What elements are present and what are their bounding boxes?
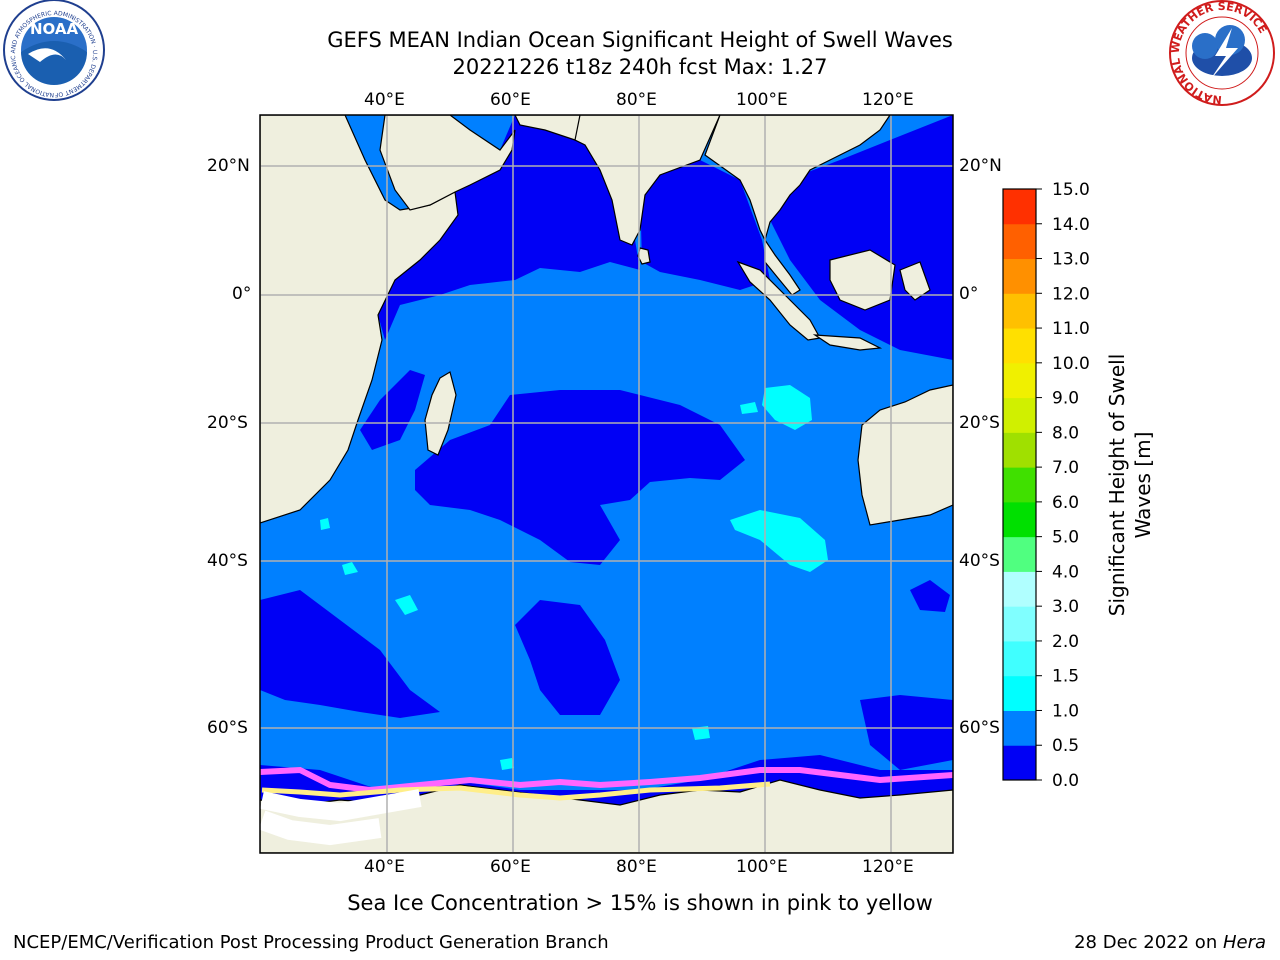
lat-tick-right-20n: 20°N bbox=[959, 156, 1002, 176]
graticule bbox=[260, 115, 953, 853]
colorbar bbox=[1003, 189, 1036, 781]
sea-ice-band bbox=[260, 766, 953, 846]
colorbar-frame bbox=[1002, 188, 1037, 781]
nws-logo: NATIONAL WEATHER SERVICE bbox=[1169, 0, 1275, 106]
map-frame bbox=[259, 114, 954, 854]
colorbar-tick-label: 10.0 bbox=[1052, 354, 1090, 374]
colorbar-label-line2: Waves [m] bbox=[1131, 432, 1155, 539]
colorbar-box-4 bbox=[1003, 606, 1036, 642]
land-masses bbox=[260, 115, 953, 853]
lon-tick-top-100e: 100°E bbox=[736, 90, 788, 110]
colorbar-tick-label: 1.5 bbox=[1052, 667, 1079, 687]
footer-branch: NCEP/EMC/Verification Post Processing Pr… bbox=[13, 932, 609, 953]
colorbar-box-15 bbox=[1003, 223, 1036, 260]
lon-tick-bottom-40e: 40°E bbox=[364, 857, 405, 877]
colorbar-tick-label: 4.0 bbox=[1052, 562, 1079, 582]
lon-tick-top-60e: 60°E bbox=[490, 90, 531, 110]
colorbar-tick-label: 3.0 bbox=[1052, 597, 1079, 617]
colorbar-box-3 bbox=[1003, 640, 1036, 677]
sea-ice-note: Sea Ice Concentration > 15% is shown in … bbox=[347, 891, 933, 915]
colorbar-tick-label: 1.0 bbox=[1052, 701, 1079, 721]
noaa-logo-text: NOAA bbox=[30, 20, 79, 38]
lat-tick-right-60s: 60°S bbox=[959, 718, 1000, 738]
lat-tick-left-0: 0° bbox=[232, 284, 252, 304]
lat-tick-right-20s: 20°S bbox=[959, 413, 1000, 433]
lon-tick-bottom-80e: 80°E bbox=[616, 857, 657, 877]
colorbar-tick-label: 5.0 bbox=[1052, 528, 1079, 548]
lat-tick-left-60s: 60°S bbox=[207, 718, 248, 738]
colorbar-box-11 bbox=[1003, 362, 1036, 399]
lat-tick-left-40s: 40°S bbox=[207, 551, 248, 571]
map-title: GEFS MEAN Indian Ocean Significant Heigh… bbox=[327, 28, 953, 52]
colorbar-box-10 bbox=[1003, 397, 1036, 433]
colorbar-ticks: 0.0 0.5 1.0 1.5 2.0 3.0 4.0 5.0 6.0 7.0 8.0 9.0 10.0… bbox=[1036, 180, 1090, 791]
colorbar-tick-label: 6.0 bbox=[1052, 493, 1079, 513]
colorbar-box-6 bbox=[1003, 536, 1036, 572]
colorbar-tick-label: 15.0 bbox=[1052, 180, 1090, 200]
colorbar-box-13 bbox=[1003, 293, 1036, 329]
colorbar-tick-label: 0.5 bbox=[1052, 736, 1079, 756]
colorbar-box-8 bbox=[1003, 467, 1036, 503]
colorbar-tick-label: 7.0 bbox=[1052, 458, 1079, 478]
colorbar-box-2 bbox=[1003, 675, 1036, 711]
lon-tick-bottom-60e: 60°E bbox=[490, 857, 531, 877]
colorbar-box-5 bbox=[1003, 571, 1036, 607]
colorbar-box-9 bbox=[1003, 432, 1036, 468]
colorbar-tick-label: 2.0 bbox=[1052, 632, 1079, 652]
colorbar-tick-label: 13.0 bbox=[1052, 250, 1090, 270]
lat-tick-right-40s: 40°S bbox=[959, 551, 1000, 571]
lat-tick-left-20s: 20°S bbox=[207, 413, 248, 433]
lon-tick-top-80e: 80°E bbox=[616, 90, 657, 110]
colorbar-tick-label: 14.0 bbox=[1052, 215, 1090, 235]
colorbar-tick-label: 11.0 bbox=[1052, 319, 1090, 339]
map-subtitle: 20221226 t18z 240h fcst Max: 1.27 bbox=[452, 55, 828, 79]
noaa-logo: NOAA NATIONAL OCEANIC AND ATMOSPHERIC AD… bbox=[0, 0, 105, 101]
colorbar-box-16 bbox=[1003, 189, 1036, 225]
colorbar-tick-label: 0.0 bbox=[1052, 771, 1079, 791]
colorbar-box-0 bbox=[1003, 745, 1036, 781]
colorbar-box-7 bbox=[1003, 501, 1036, 538]
lon-tick-top-40e: 40°E bbox=[364, 90, 405, 110]
colorbar-box-12 bbox=[1003, 328, 1036, 364]
colorbar-tick-label: 8.0 bbox=[1052, 423, 1079, 443]
footer-date: 28 Dec 2022 on Hera bbox=[1074, 932, 1266, 953]
swell-moderate-regions bbox=[320, 385, 828, 770]
colorbar-tick-label: 12.0 bbox=[1052, 284, 1090, 304]
colorbar-box-1 bbox=[1003, 710, 1036, 746]
lat-tick-right-0: 0° bbox=[959, 284, 979, 304]
footer-host: Hera bbox=[1222, 932, 1266, 953]
lon-tick-top-120e: 120°E bbox=[862, 90, 914, 110]
colorbar-box-14 bbox=[1003, 258, 1036, 294]
lon-tick-bottom-100e: 100°E bbox=[736, 857, 788, 877]
footer-date-text: 28 Dec 2022 on bbox=[1074, 932, 1223, 953]
lon-tick-bottom-120e: 120°E bbox=[862, 857, 914, 877]
lat-tick-left-20n: 20°N bbox=[207, 156, 250, 176]
map-panel bbox=[260, 115, 953, 853]
colorbar-label-line1: Significant Height of Swell bbox=[1105, 354, 1129, 616]
colorbar-tick-label: 9.0 bbox=[1052, 389, 1079, 409]
